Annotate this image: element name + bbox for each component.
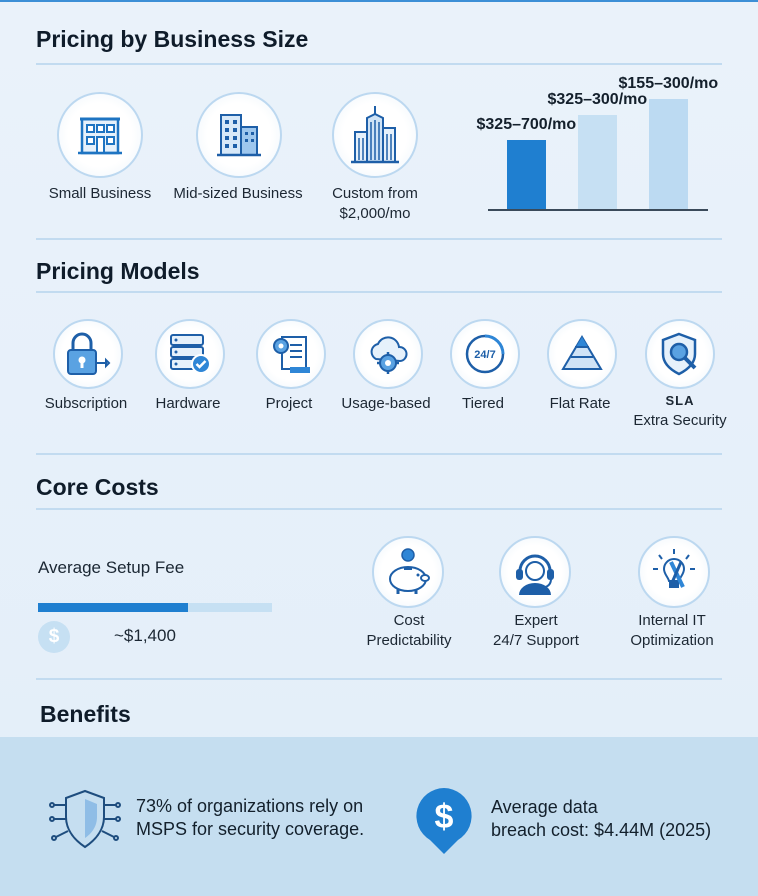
divider: [36, 63, 722, 65]
setup-fee-label: Average Setup Fee: [38, 558, 185, 577]
padlock-icon: [53, 319, 123, 389]
cost-predictability-line1: Cost: [393, 612, 425, 629]
benefit-2-line2: breach cost: $4.44M (2025): [491, 820, 712, 840]
benefit-1-line2: MSPS for security coverage.: [136, 819, 365, 839]
skyscraper-icon: [332, 92, 418, 178]
benefits-band: [0, 737, 758, 896]
business-size-label-custom-line2: $2,000/mo: [339, 205, 411, 222]
divider: [36, 453, 722, 455]
setup-fee-progress-fill: [38, 603, 188, 612]
model-label-hardware: Hardware: [155, 395, 221, 412]
divider: [36, 291, 722, 293]
internal-it-line1: Internal IT: [638, 612, 706, 629]
model-label-tiered: Tiered: [462, 395, 504, 412]
model-label-project: Project: [265, 395, 313, 412]
divider: [36, 508, 722, 510]
business-size-label-mid: Mid-sized Business: [173, 185, 303, 202]
chart-data-label-1: $325–700/mo: [476, 116, 577, 133]
clock-text: 24/7: [474, 349, 495, 361]
dollar-icon: $: [38, 621, 70, 653]
chart-bar-3: [649, 99, 688, 209]
setup-fee-progress: [38, 603, 272, 612]
project-doc-gear-icon: [256, 319, 326, 389]
divider: [36, 678, 722, 680]
model-label-sla: SLA: [665, 393, 695, 408]
lightbulb-tools-icon: [638, 536, 710, 608]
setup-fee-value: ~$1,400: [114, 626, 176, 645]
cost-predictability-line2: Predictability: [366, 632, 452, 649]
expert-support-line2: 24/7 Support: [493, 632, 579, 649]
benefit-2-line1: Average data: [491, 797, 598, 817]
model-label-usage: Usage-based: [341, 395, 431, 412]
chart-data-label-3: $155–300/mo: [618, 75, 719, 92]
dollar-pin-symbol: $: [435, 798, 454, 836]
server-check-icon: [155, 319, 225, 389]
model-label-flat-rate: Flat Rate: [549, 395, 611, 412]
circuit-shield-icon: [48, 785, 122, 855]
business-size-label-custom-line1: Custom from: [332, 185, 418, 202]
section-title-models: Pricing Models: [36, 258, 200, 284]
divider: [36, 238, 722, 240]
top-accent-line: [0, 0, 758, 2]
shield-search-icon: [645, 319, 715, 389]
section-title-benefits: Benefits: [40, 701, 131, 727]
chart-data-label-2: $325–300/mo: [547, 91, 648, 108]
benefit-1-line1: 73% of organizations rely on: [136, 796, 364, 816]
chart-x-axis: [488, 209, 708, 211]
pricing-bar-chart: $325–700/mo $325–300/mo $155–300/mo: [470, 60, 730, 220]
internal-it-line2: Optimization: [630, 632, 714, 649]
model-label-extra-security: Extra Security: [633, 412, 727, 429]
chart-bar-1: [507, 140, 546, 209]
clock-24-7-icon: 24/7: [450, 319, 520, 389]
chart-bar-2: [578, 115, 617, 209]
model-label-subscription: Subscription: [44, 395, 128, 412]
pyramid-icon: [547, 319, 617, 389]
support-agent-icon: [499, 536, 571, 608]
cloud-gear-icon: [353, 319, 423, 389]
small-building-icon: [57, 92, 143, 178]
dollar-pin-icon: $: [414, 786, 474, 856]
section-title-business-size: Pricing by Business Size: [36, 26, 309, 52]
mid-building-icon: [196, 92, 282, 178]
piggy-bank-icon: [372, 536, 444, 608]
expert-support-line1: Expert: [514, 612, 558, 629]
section-title-core-costs: Core Costs: [36, 474, 159, 500]
business-size-label-small: Small Business: [48, 185, 152, 202]
